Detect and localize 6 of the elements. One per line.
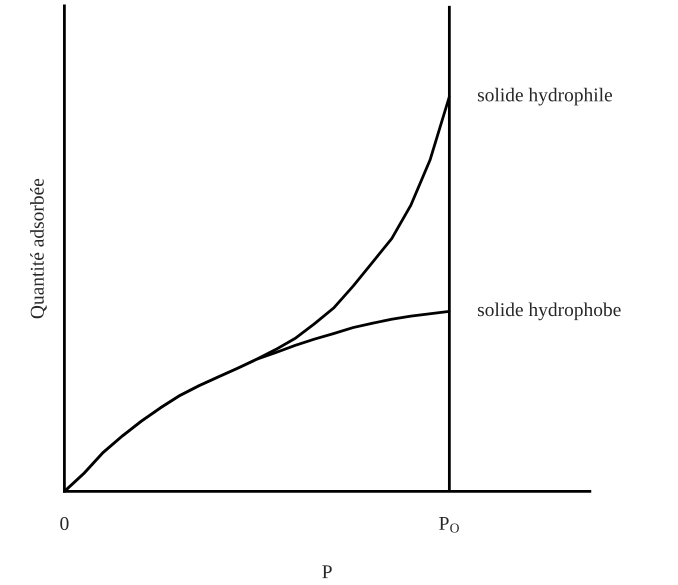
y-axis-title: Quantité adsorbée bbox=[30, 178, 47, 318]
series-label: solide hydrophile bbox=[478, 88, 612, 106]
x-tick-label: P$_{O}$ bbox=[439, 517, 459, 533]
x-tick-label: 0 bbox=[60, 516, 69, 530]
x-axis-title: P bbox=[322, 565, 332, 578]
series-label: solide hydrophobe bbox=[478, 302, 621, 320]
